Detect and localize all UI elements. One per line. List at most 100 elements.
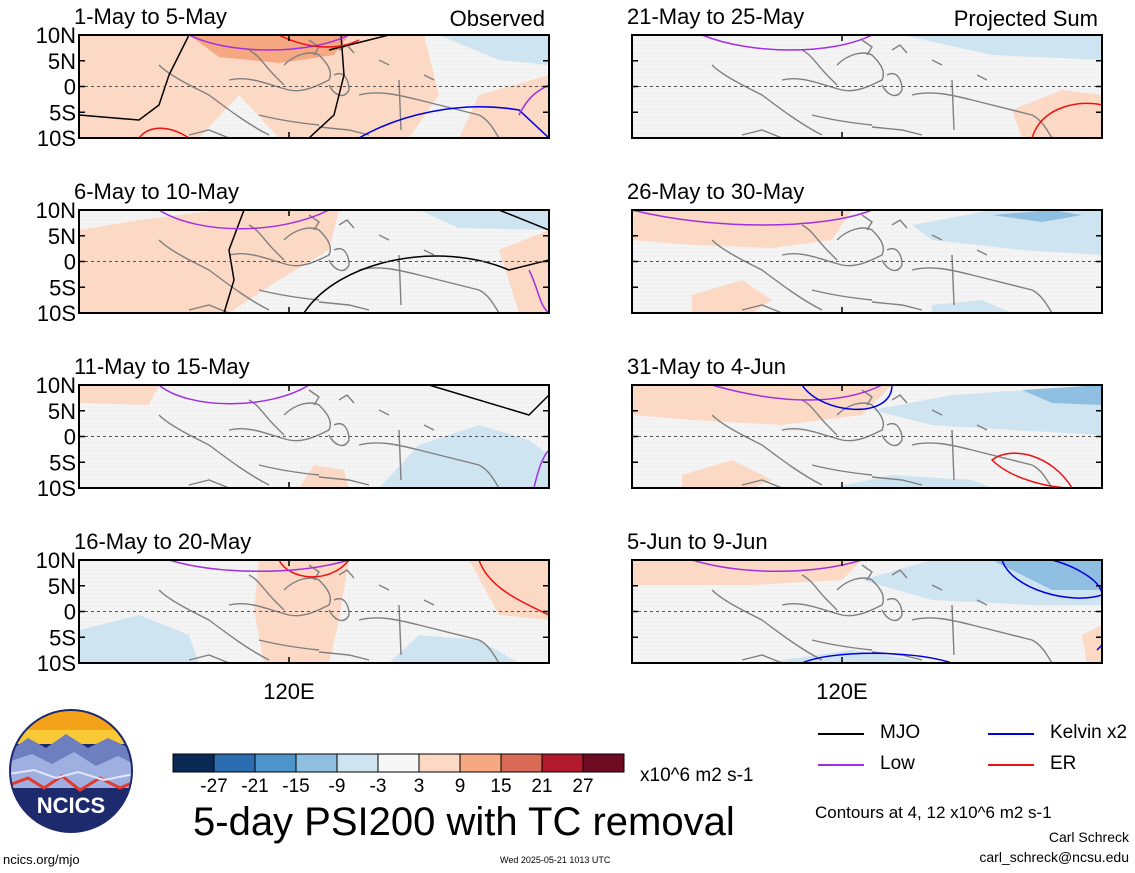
y-tick-label: 10S	[37, 651, 76, 676]
anomaly-shading	[189, 35, 349, 63]
coastline	[328, 598, 350, 622]
y-tick-label: 5S	[49, 625, 76, 650]
panel-period-label: 21-May to 25-May	[627, 4, 804, 29]
colorbar-tick-label: 15	[490, 776, 511, 797]
colorbar-swatch	[500, 753, 543, 773]
coastline	[976, 599, 988, 606]
y-tick-label: 0	[64, 425, 76, 450]
coastline	[801, 49, 838, 86]
colorbar-tick-label: 27	[572, 776, 593, 797]
anomaly-shading	[499, 230, 549, 313]
colorbar-swatch	[541, 753, 584, 773]
coastline	[861, 39, 873, 56]
anomaly-shading	[79, 615, 199, 663]
anomaly-shading	[1022, 385, 1102, 405]
coastline	[338, 394, 355, 404]
coastline	[911, 267, 1053, 313]
coastline	[711, 64, 823, 136]
coastline	[911, 442, 1053, 488]
coastline	[741, 129, 783, 138]
contour-line	[533, 449, 549, 488]
y-tick-label: 10N	[36, 23, 76, 48]
anomaly-shading	[762, 650, 932, 663]
coastline	[741, 304, 783, 313]
coastline	[711, 414, 823, 486]
coastline	[891, 569, 908, 579]
coastline	[951, 429, 955, 481]
coastline	[248, 49, 285, 86]
colorbar-tick-label: 9	[455, 776, 466, 797]
coastline	[881, 73, 903, 97]
coastline	[188, 479, 230, 488]
coastline	[881, 598, 903, 622]
coastline	[228, 52, 331, 92]
coastline	[801, 399, 838, 436]
coastline	[358, 267, 500, 313]
coastline	[801, 574, 838, 611]
y-tick-label: 10N	[36, 198, 76, 223]
contour-line	[79, 35, 190, 121]
y-tick-label: 10S	[37, 301, 76, 326]
contour-line	[168, 560, 350, 572]
coastline	[158, 414, 270, 486]
colorbar-swatch	[582, 753, 625, 773]
y-tick-label: 10N	[36, 373, 76, 398]
anomaly-shading	[632, 560, 862, 585]
coastline	[318, 651, 370, 661]
contour-line	[328, 35, 390, 51]
coastline	[378, 409, 390, 416]
coastline	[871, 476, 923, 486]
colorbar-unit-label: x10^6 m2 s-1	[640, 765, 754, 786]
contour-line	[158, 210, 330, 230]
coastline	[881, 423, 903, 447]
coastline	[811, 639, 873, 651]
coastline	[378, 59, 390, 66]
coastline	[891, 394, 908, 404]
contour-line	[223, 210, 245, 313]
anomaly-shading	[79, 210, 339, 313]
source-url: ncics.org/mjo	[3, 852, 80, 867]
coastline	[188, 129, 230, 138]
coastline	[378, 584, 390, 591]
coastline	[358, 442, 500, 488]
legend-label: Low	[880, 753, 915, 774]
contour-line	[498, 210, 549, 231]
anomaly-shading	[79, 385, 159, 405]
contour-line	[1031, 102, 1102, 138]
coastline	[318, 126, 370, 136]
coastline	[891, 219, 908, 229]
anomaly-shading	[632, 210, 852, 248]
colorbar-tick-label: -27	[200, 776, 227, 797]
y-tick-label: 10N	[36, 548, 76, 573]
map-panel: 21-May to 25-May Projected Sum	[627, 4, 1103, 139]
y-tick-label: 5N	[48, 574, 76, 599]
contour-line	[691, 560, 863, 572]
colorbar-swatch	[336, 753, 379, 773]
coastline	[158, 239, 270, 311]
figure-title: 5-day PSI200 with TC removal	[193, 800, 735, 844]
contour-line	[801, 652, 953, 663]
coastline	[188, 654, 230, 663]
coastline	[258, 464, 320, 476]
coastline	[423, 424, 435, 431]
coastline	[398, 254, 402, 306]
coastline	[358, 92, 500, 138]
panel-field	[632, 385, 1102, 488]
colorbar-tick-label: -15	[282, 776, 309, 797]
anomaly-shading	[299, 465, 349, 488]
logo-text: NCICS	[37, 793, 105, 818]
contour-line	[188, 35, 350, 51]
y-tick-label: 0	[64, 250, 76, 275]
coastline	[811, 114, 873, 126]
author-name: Carl Schreck	[1048, 829, 1129, 845]
colorbar-swatch	[172, 753, 215, 773]
panel-field	[701, 35, 1102, 138]
coastline	[976, 424, 988, 431]
contour-line	[1001, 560, 1102, 599]
panel-period-label: 6-May to 10-May	[74, 179, 239, 204]
contour-line	[711, 385, 883, 401]
legend-label: Kelvin x2	[1050, 722, 1128, 743]
